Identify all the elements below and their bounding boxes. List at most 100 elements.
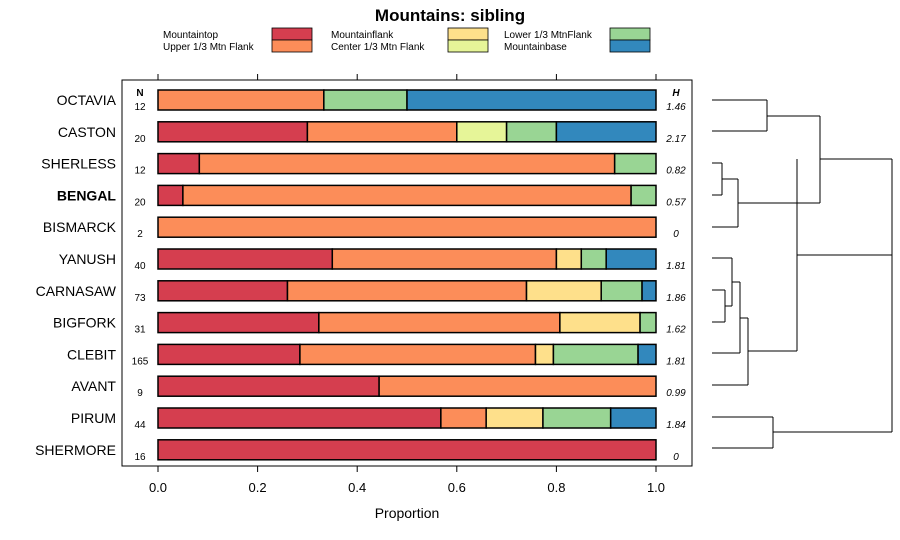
legend-label-center-1-3-mtn-flank: Center 1/3 Mtn Flank: [331, 42, 425, 53]
n-value: 12: [134, 166, 146, 177]
bar-segment-mountaintop: [157, 407, 442, 429]
h-value: 1.46: [666, 102, 686, 113]
n-value: 2: [137, 229, 143, 240]
bar-row-sherless: SHERLESS 12 0.82: [41, 152, 686, 177]
bar-segment-mountaintop: [157, 343, 301, 366]
n-value: 31: [134, 325, 146, 336]
n-value: 20: [134, 134, 146, 145]
row-label: BIGFORK: [53, 315, 117, 331]
bar-segment-mountainflank: [559, 311, 641, 334]
bar-segment-lower-1-3-mtnflank: [505, 121, 558, 143]
n-value: 12: [134, 102, 146, 113]
h-value: 0: [673, 452, 679, 463]
x-tick-label: 1.0: [647, 480, 665, 495]
legend-swatch-mountainflank: [447, 27, 489, 41]
bar-segment-upper-1-3-mtn-flank: [440, 407, 487, 429]
h-value: 0.99: [666, 388, 686, 399]
bar-segment-lower-1-3-mtnflank: [552, 343, 639, 366]
legend-label-lower-1-3-mtnflank: Lower 1/3 MtnFlank: [504, 30, 593, 41]
x-tick-label: 0.8: [547, 480, 565, 495]
n-value: 20: [134, 197, 146, 208]
h-column-header: H: [672, 88, 680, 99]
h-value: 0: [673, 229, 679, 240]
n-column-header: N: [136, 88, 143, 99]
h-value: 1.86: [666, 293, 686, 304]
bar-segment-upper-1-3-mtn-flank: [331, 248, 558, 270]
h-value: 0.82: [666, 166, 686, 177]
bar-segment-mountaintop: [157, 121, 309, 143]
bar-row-avant: AVANT 9 0.99: [71, 375, 686, 399]
row-label: OCTAVIA: [57, 92, 117, 108]
n-value: 40: [134, 261, 146, 272]
legend-swatch-mountaintop: [271, 27, 313, 41]
chart-title: Mountains: sibling: [375, 6, 525, 25]
bar-row-yanush: YANUSH 40 1.81: [59, 248, 686, 272]
legend-swatch-lower-1-3-mtnflank: [609, 27, 651, 41]
bar-segment-upper-1-3-mtn-flank: [299, 343, 537, 366]
bar-row-bismarck: BISMARCK 2 0: [43, 216, 679, 240]
bar-row-shermore: SHERMORE 16 0: [35, 439, 679, 463]
h-value: 1.84: [666, 420, 686, 431]
legend-label-mountainbase: Mountainbase: [504, 42, 567, 53]
row-label: CASTON: [58, 124, 116, 140]
bar-row-bigfork: BIGFORK 31 1.62: [53, 311, 686, 336]
h-value: 1.81: [666, 261, 685, 272]
bar-segment-mountainflank: [485, 407, 544, 429]
bar-row-pirum: PIRUM 44 1.84: [71, 407, 686, 431]
row-label: BISMARCK: [43, 219, 117, 235]
bar-segment-lower-1-3-mtnflank: [630, 184, 657, 207]
bar-segment-lower-1-3-mtnflank: [542, 407, 612, 429]
bar-segment-mountainbase: [555, 121, 657, 143]
h-value: 1.62: [666, 325, 686, 336]
x-tick-label: 0.0: [149, 480, 167, 495]
bar-segment-mountainbase: [406, 89, 657, 111]
bar-segment-mountaintop: [157, 311, 320, 334]
bar-segment-lower-1-3-mtnflank: [600, 280, 643, 302]
bar-row-clebit: CLEBIT 165 1.81: [67, 343, 686, 367]
bar-segment-mountainflank: [534, 343, 555, 366]
legend-label-mountainflank: Mountainflank: [331, 30, 394, 41]
legend-swatch-mountainbase: [609, 39, 651, 53]
n-value: 16: [134, 452, 146, 463]
bar-segment-lower-1-3-mtnflank: [580, 248, 607, 270]
h-value: 1.81: [666, 356, 685, 367]
bar-segment-upper-1-3-mtn-flank: [318, 311, 561, 334]
row-label: YANUSH: [59, 251, 116, 267]
bar-segment-upper-1-3-mtn-flank: [306, 121, 458, 143]
x-axis-label: Proportion: [375, 505, 440, 521]
dendrogram: [712, 99, 893, 449]
row-label: CARNASAW: [36, 283, 117, 299]
row-label: AVANT: [71, 378, 116, 394]
bar-segment-mountainflank: [555, 248, 583, 270]
h-value: 2.17: [665, 134, 686, 145]
bar-row-octavia: OCTAVIA 12 1.46: [57, 89, 686, 113]
x-tick-label: 0.6: [448, 480, 466, 495]
row-label: PIRUM: [71, 410, 116, 426]
plot-frame: [121, 79, 693, 467]
bar-segment-lower-1-3-mtnflank: [613, 152, 657, 175]
legend-label-mountaintop: Mountaintop: [163, 30, 218, 41]
bar-segment-upper-1-3-mtn-flank: [378, 375, 657, 397]
bar-segment-mountaintop: [157, 248, 334, 270]
n-value: 165: [132, 356, 149, 367]
n-value: 9: [137, 388, 143, 399]
bar-segment-upper-1-3-mtn-flank: [157, 89, 325, 111]
bar-segment-center-1-3-mtn-flank: [456, 121, 508, 143]
bar-segment-lower-1-3-mtnflank: [639, 311, 657, 334]
bar-segment-mountainbase: [605, 248, 657, 270]
h-value: 0.57: [666, 197, 686, 208]
bar-segment-mountainbase: [641, 280, 657, 302]
row-label: SHERMORE: [35, 442, 116, 458]
row-label: BENGAL: [57, 187, 117, 203]
row-label: CLEBIT: [67, 346, 116, 362]
bar-segment-mountaintop: [157, 184, 184, 207]
bar-segment-upper-1-3-mtn-flank: [182, 184, 632, 207]
bar-segment-mountainflank: [525, 280, 602, 302]
bar-segment-upper-1-3-mtn-flank: [157, 216, 657, 238]
bar-row-caston: CASTON 20 2.17: [58, 121, 686, 145]
n-value: 44: [134, 420, 146, 431]
bar-segment-upper-1-3-mtn-flank: [198, 152, 616, 175]
